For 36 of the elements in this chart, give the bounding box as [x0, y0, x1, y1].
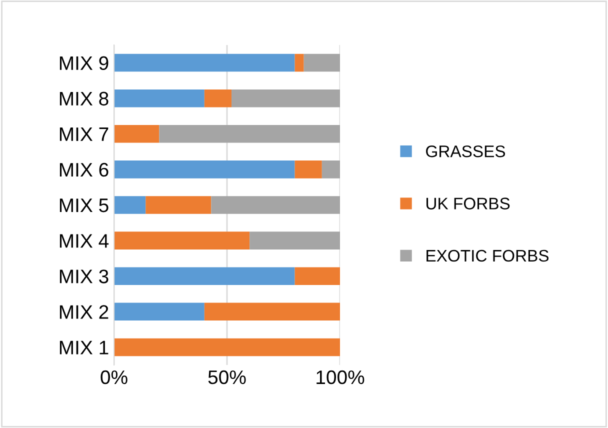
- y-tick-label: MIX 9: [60, 56, 108, 70]
- y-tick-label: MIX 7: [60, 128, 108, 141]
- legend-label: EXOTIC FORBS: [426, 250, 549, 262]
- y-tick-label: MIX 5: [60, 198, 108, 212]
- bar: [304, 54, 340, 72]
- legend-label: UK FORBS: [426, 198, 510, 210]
- y-tick-label: MIX 4: [60, 234, 109, 248]
- bar: [114, 54, 295, 72]
- bar: [250, 232, 340, 250]
- bar: [294, 267, 340, 285]
- bar: [204, 302, 340, 321]
- bar: [114, 160, 295, 178]
- bar: [114, 125, 160, 143]
- x-tick-label: 50%: [208, 370, 246, 384]
- x-tick-label: 0%: [100, 370, 128, 384]
- bar: [322, 160, 340, 178]
- bar: [114, 232, 250, 250]
- bar: [114, 302, 204, 321]
- bar: [294, 54, 304, 72]
- x-tick-label: 100%: [316, 370, 364, 384]
- bar: [294, 160, 322, 178]
- y-tick-label: MIX 2: [60, 305, 108, 319]
- bar: [232, 89, 340, 108]
- bar: [114, 196, 146, 214]
- y-tick-label: MIX 8: [60, 92, 108, 106]
- y-tick-label: MIX 6: [60, 162, 108, 177]
- bar: [146, 196, 212, 214]
- bar: [159, 125, 340, 143]
- legend-label: GRASSES: [426, 145, 506, 158]
- bar: [114, 338, 340, 356]
- bar: [114, 267, 295, 285]
- y-tick-label: MIX 3: [60, 270, 108, 284]
- bar: [211, 196, 340, 214]
- bar: [204, 89, 232, 108]
- bar: [114, 89, 204, 108]
- y-tick-label: MIX 1: [60, 340, 108, 354]
